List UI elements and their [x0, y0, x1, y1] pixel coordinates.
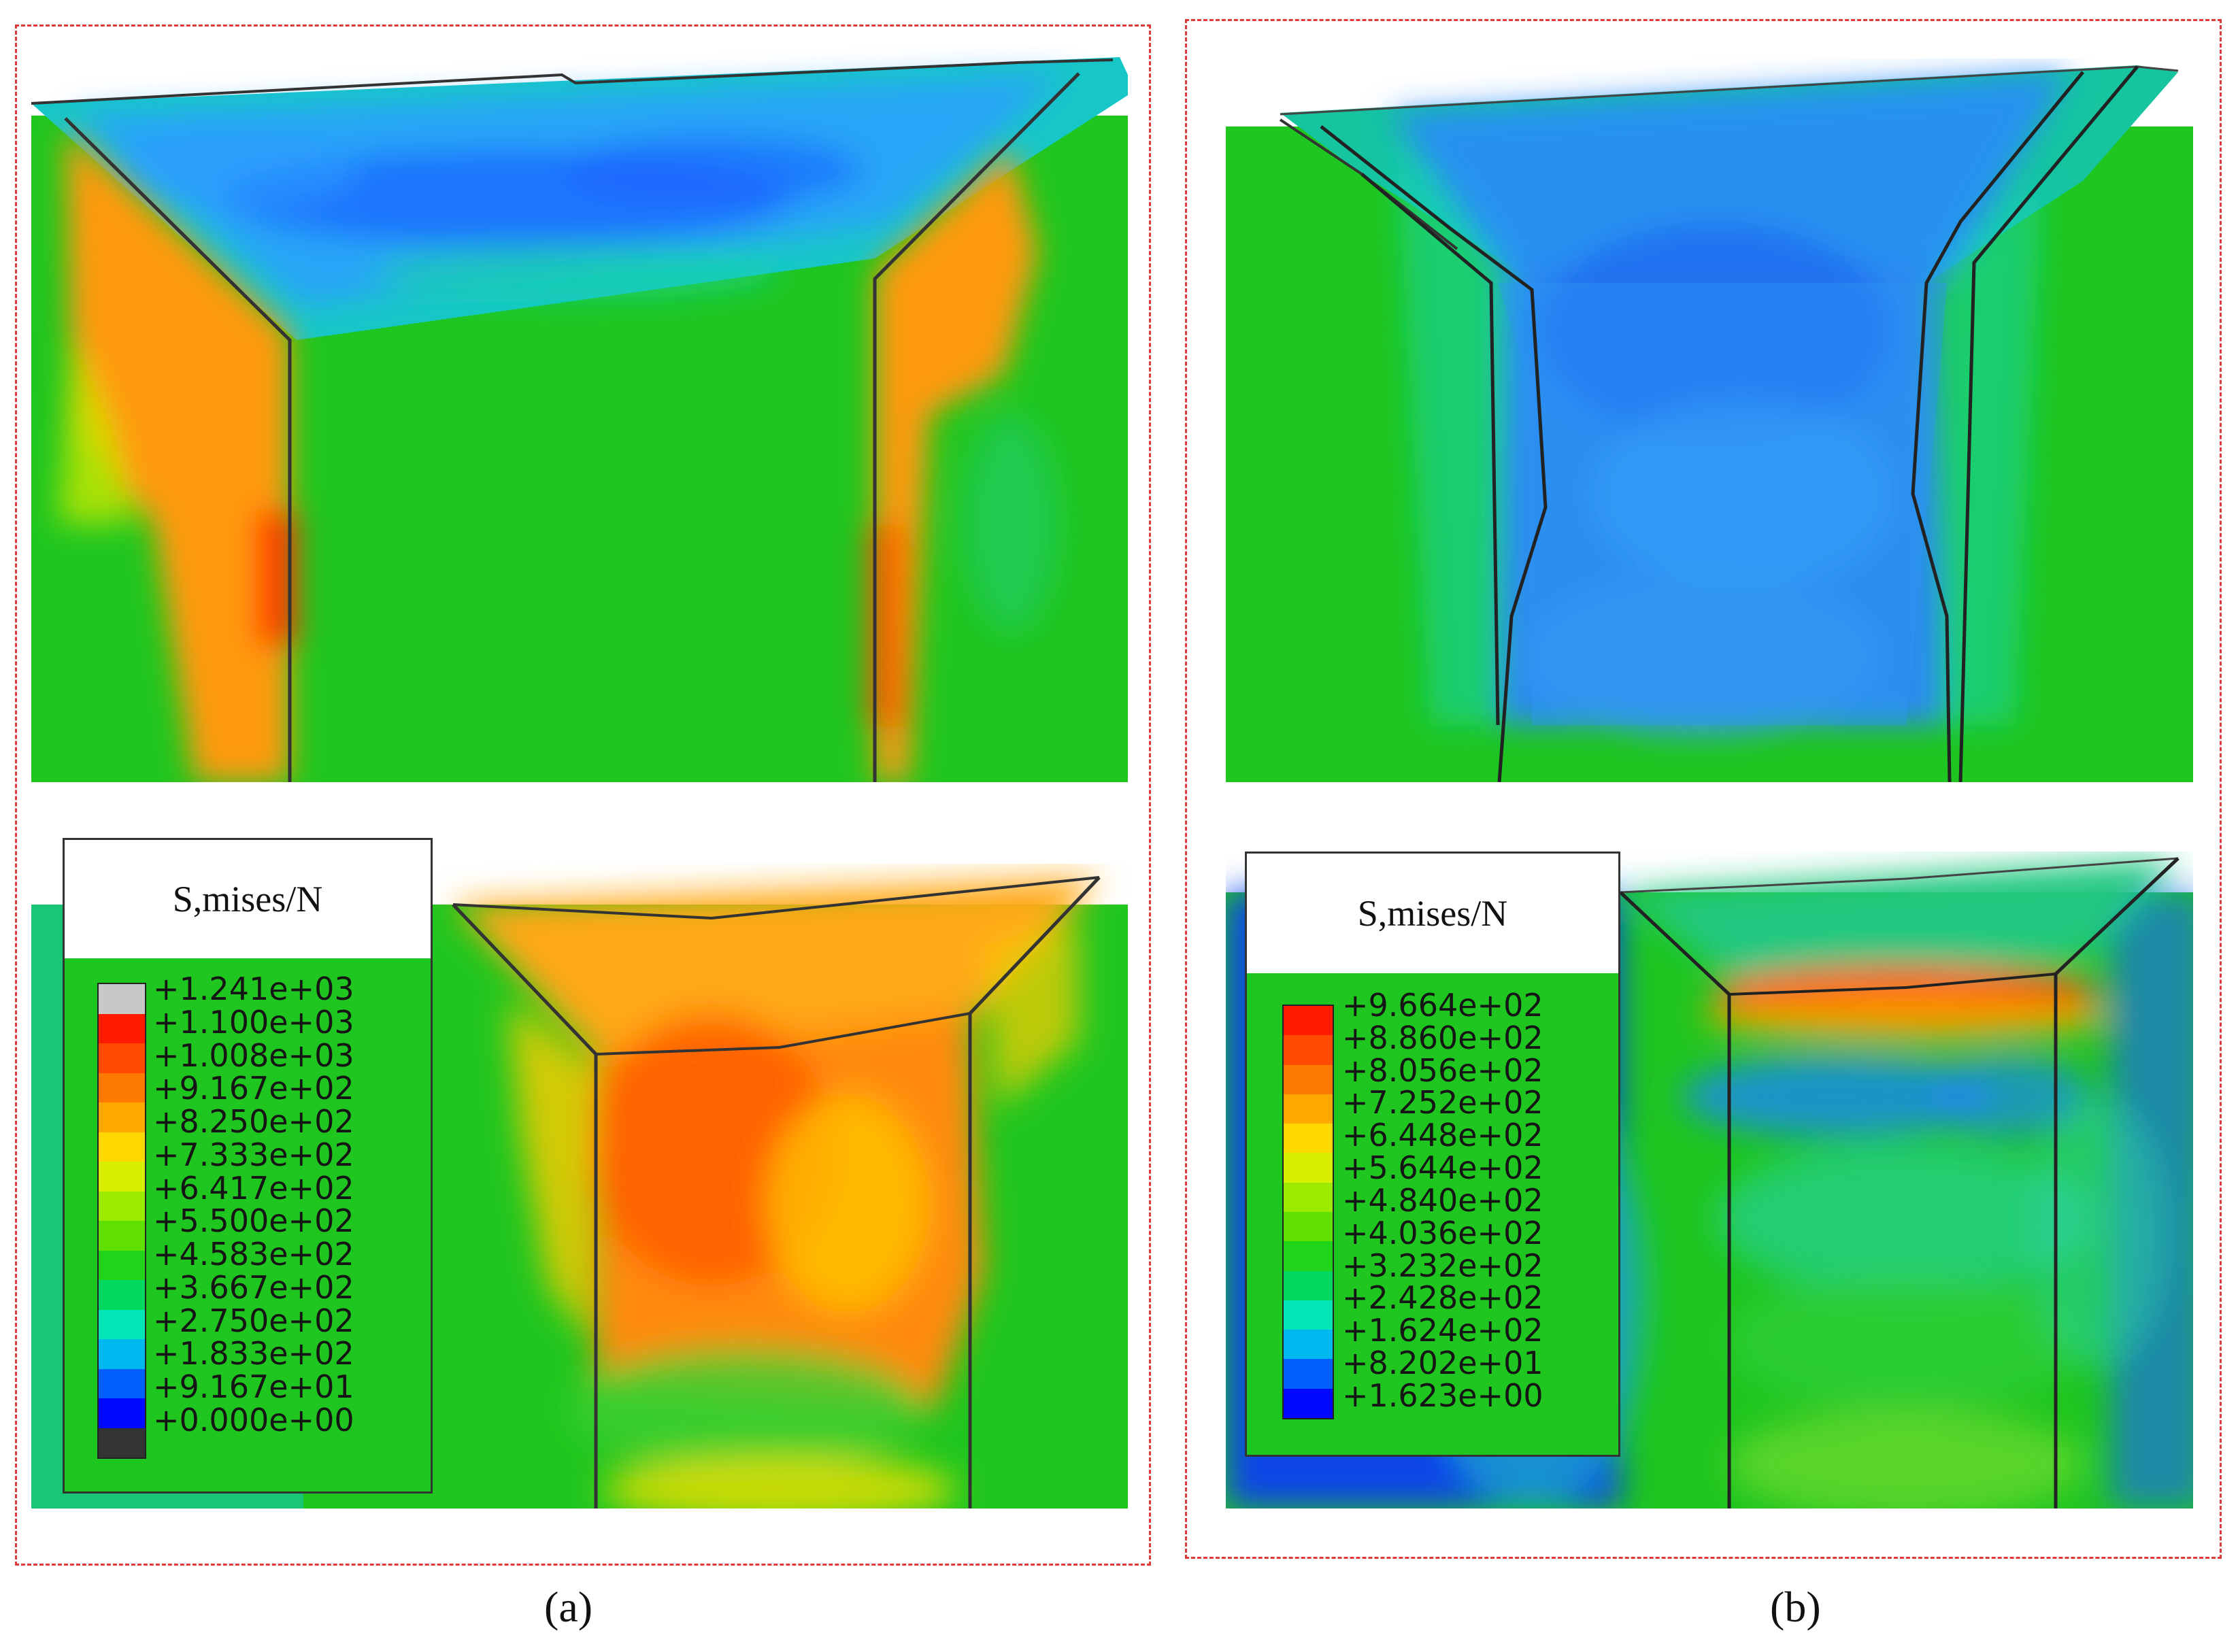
legend-a-label: +5.500e+02 — [153, 1202, 354, 1240]
legend-a-swatch-15 — [99, 1398, 145, 1428]
legend-a-swatch-12 — [99, 1309, 145, 1339]
legend-a-swatch-2 — [99, 1013, 145, 1043]
legend-a-label: +1.008e+03 — [153, 1036, 354, 1074]
legend-b-swatch-1 — [1284, 1006, 1333, 1036]
legend-a: S,mises/N +1.241e+03 +1.100e+03 +1.008e+… — [63, 838, 433, 1494]
legend-a-label: +7.333e+02 — [153, 1136, 354, 1173]
legend-a-label: +9.167e+01 — [153, 1368, 354, 1406]
legend-b-label: +8.056e+02 — [1342, 1051, 1543, 1089]
legend-b-label: +5.644e+02 — [1342, 1149, 1543, 1187]
legend-a-label: +2.750e+02 — [153, 1302, 354, 1339]
legend-a-swatch-10 — [99, 1250, 145, 1280]
legend-b-title: S,mises/N — [1247, 854, 1618, 973]
legend-b-label: +1.624e+02 — [1342, 1312, 1543, 1349]
legend-a-swatch-1 — [99, 984, 145, 1014]
panel-b-caption: (b) — [1770, 1583, 1821, 1631]
panel-a-frame — [15, 24, 1151, 1566]
legend-b-swatch-7 — [1284, 1182, 1333, 1212]
legend-b-swatch-2 — [1284, 1035, 1333, 1065]
legend-a-labels: +1.241e+03 +1.100e+03 +1.008e+03 +9.167e… — [153, 973, 354, 1436]
legend-b-label: +6.448e+02 — [1342, 1117, 1543, 1154]
legend-b-label: +2.428e+02 — [1342, 1279, 1543, 1317]
legend-b-label: +4.840e+02 — [1342, 1181, 1543, 1219]
legend-a-swatch-4 — [99, 1073, 145, 1102]
legend-a-colorbar — [97, 983, 146, 1459]
legend-b-label: +4.036e+02 — [1342, 1214, 1543, 1251]
legend-b-swatch-3 — [1284, 1064, 1333, 1094]
legend-b-label: +3.232e+02 — [1342, 1247, 1543, 1284]
legend-b-swatch-8 — [1284, 1211, 1333, 1242]
legend-a-label: +0.000e+00 — [153, 1401, 354, 1438]
legend-a-swatch-3 — [99, 1043, 145, 1073]
legend-b-swatch-14 — [1284, 1388, 1333, 1418]
panel-b-frame — [1185, 19, 2222, 1559]
legend-a-label: +8.250e+02 — [153, 1103, 354, 1141]
legend-b-labels: +9.664e+02 +8.860e+02 +8.056e+02 +7.252e… — [1342, 990, 1543, 1411]
legend-a-swatch-13 — [99, 1339, 145, 1369]
legend-a-label: +9.167e+02 — [153, 1070, 354, 1107]
panel-b-top-contour — [1226, 58, 2193, 782]
legend-b-swatch-4 — [1284, 1094, 1333, 1124]
legend-b-label: +7.252e+02 — [1342, 1084, 1543, 1122]
legend-a-label: +3.667e+02 — [153, 1268, 354, 1306]
legend-a-swatch-16 — [99, 1428, 145, 1457]
legend-a-label: +1.100e+03 — [153, 1003, 354, 1041]
legend-b-label: +9.664e+02 — [1342, 987, 1543, 1024]
legend-a-swatch-5 — [99, 1102, 145, 1132]
legend-a-swatch-11 — [99, 1280, 145, 1310]
legend-b-colorbar — [1282, 1005, 1334, 1419]
legend-a-swatch-9 — [99, 1221, 145, 1251]
legend-a-title: S,mises/N — [65, 840, 431, 958]
legend-b-swatch-11 — [1284, 1300, 1333, 1330]
legend-b-swatch-5 — [1284, 1124, 1333, 1153]
legend-b-label: +8.860e+02 — [1342, 1019, 1543, 1056]
legend-a-swatch-8 — [99, 1191, 145, 1221]
legend-a-swatch-14 — [99, 1368, 145, 1398]
legend-b-label: +1.623e+00 — [1342, 1377, 1543, 1414]
legend-b-swatch-9 — [1284, 1241, 1333, 1271]
legend-a-swatch-7 — [99, 1162, 145, 1192]
legend-b-label: +8.202e+01 — [1342, 1345, 1543, 1382]
legend-a-label: +4.583e+02 — [153, 1236, 354, 1273]
legend-a-label: +6.417e+02 — [153, 1169, 354, 1207]
legend-a-swatch-6 — [99, 1132, 145, 1162]
legend-b-swatch-13 — [1284, 1359, 1333, 1389]
legend-a-label: +1.241e+03 — [153, 971, 354, 1007]
panel-a-caption: (a) — [544, 1583, 593, 1631]
legend-a-label: +1.833e+02 — [153, 1335, 354, 1372]
legend-b-swatch-10 — [1284, 1270, 1333, 1300]
panel-a-top-contour — [31, 48, 1128, 782]
legend-b-swatch-12 — [1284, 1330, 1333, 1360]
legend-b-swatch-6 — [1284, 1153, 1333, 1183]
legend-b: S,mises/N +9.664e+02 +8.860e+02 +8.056e+… — [1245, 852, 1620, 1457]
